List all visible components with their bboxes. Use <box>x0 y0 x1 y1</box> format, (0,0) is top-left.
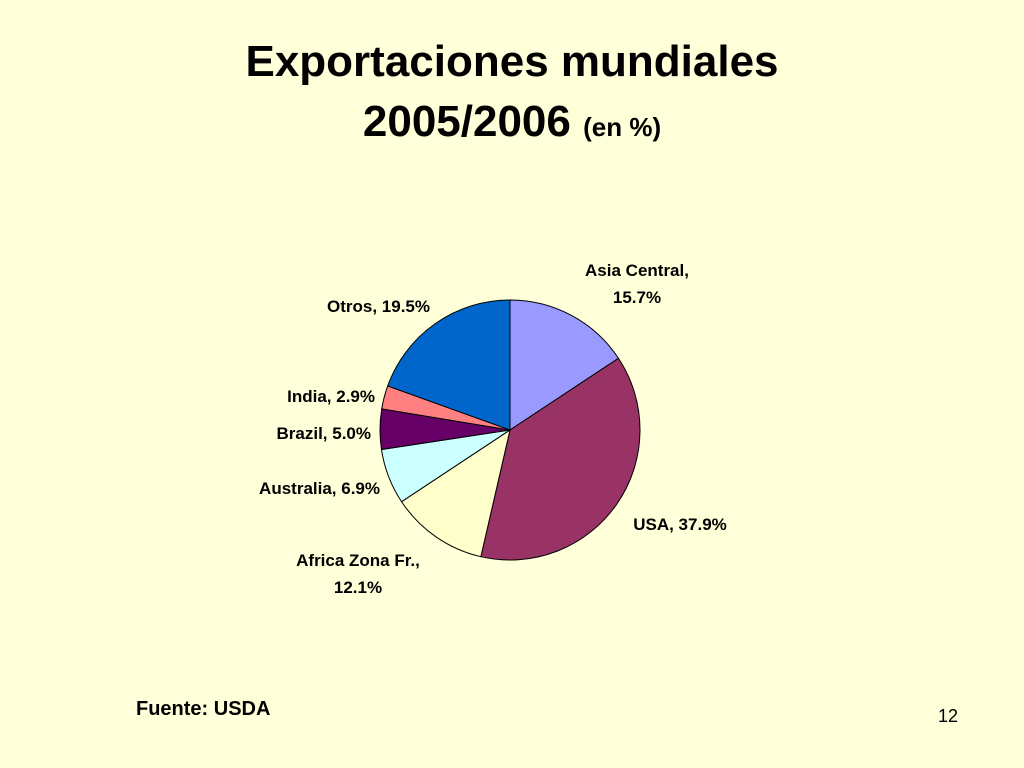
slice-label: Africa Zona Fr., <box>296 551 420 570</box>
title-years: 2005/2006 <box>362 97 571 146</box>
slice-label: India, 2.9% <box>287 387 375 406</box>
slide-title: Exportaciones mundiales 2005/2006 (en %) <box>0 32 1024 157</box>
pie-slice <box>509 299 620 431</box>
pie-slice <box>400 428 511 558</box>
slice-label: USA, 37.9% <box>633 515 727 534</box>
title-unit: (en %) <box>583 112 662 142</box>
slice-label: Otros, 19.5% <box>327 297 430 316</box>
source-note: Fuente: USDA <box>136 698 271 720</box>
slice-label: Brazil, 5.0% <box>277 424 372 443</box>
pie-slice <box>480 357 641 561</box>
slice-label: Asia Central, <box>585 261 689 280</box>
slice-label-value: 15.7% <box>613 288 661 307</box>
title-line-2: 2005/2006 (en %) <box>0 92 1024 157</box>
pie-slice <box>387 299 511 431</box>
page-number: 12 <box>938 706 959 726</box>
title-line-1: Exportaciones mundiales <box>245 37 779 86</box>
slice-label: Australia, 6.9% <box>259 479 380 498</box>
slice-label-value: 12.1% <box>334 578 382 597</box>
